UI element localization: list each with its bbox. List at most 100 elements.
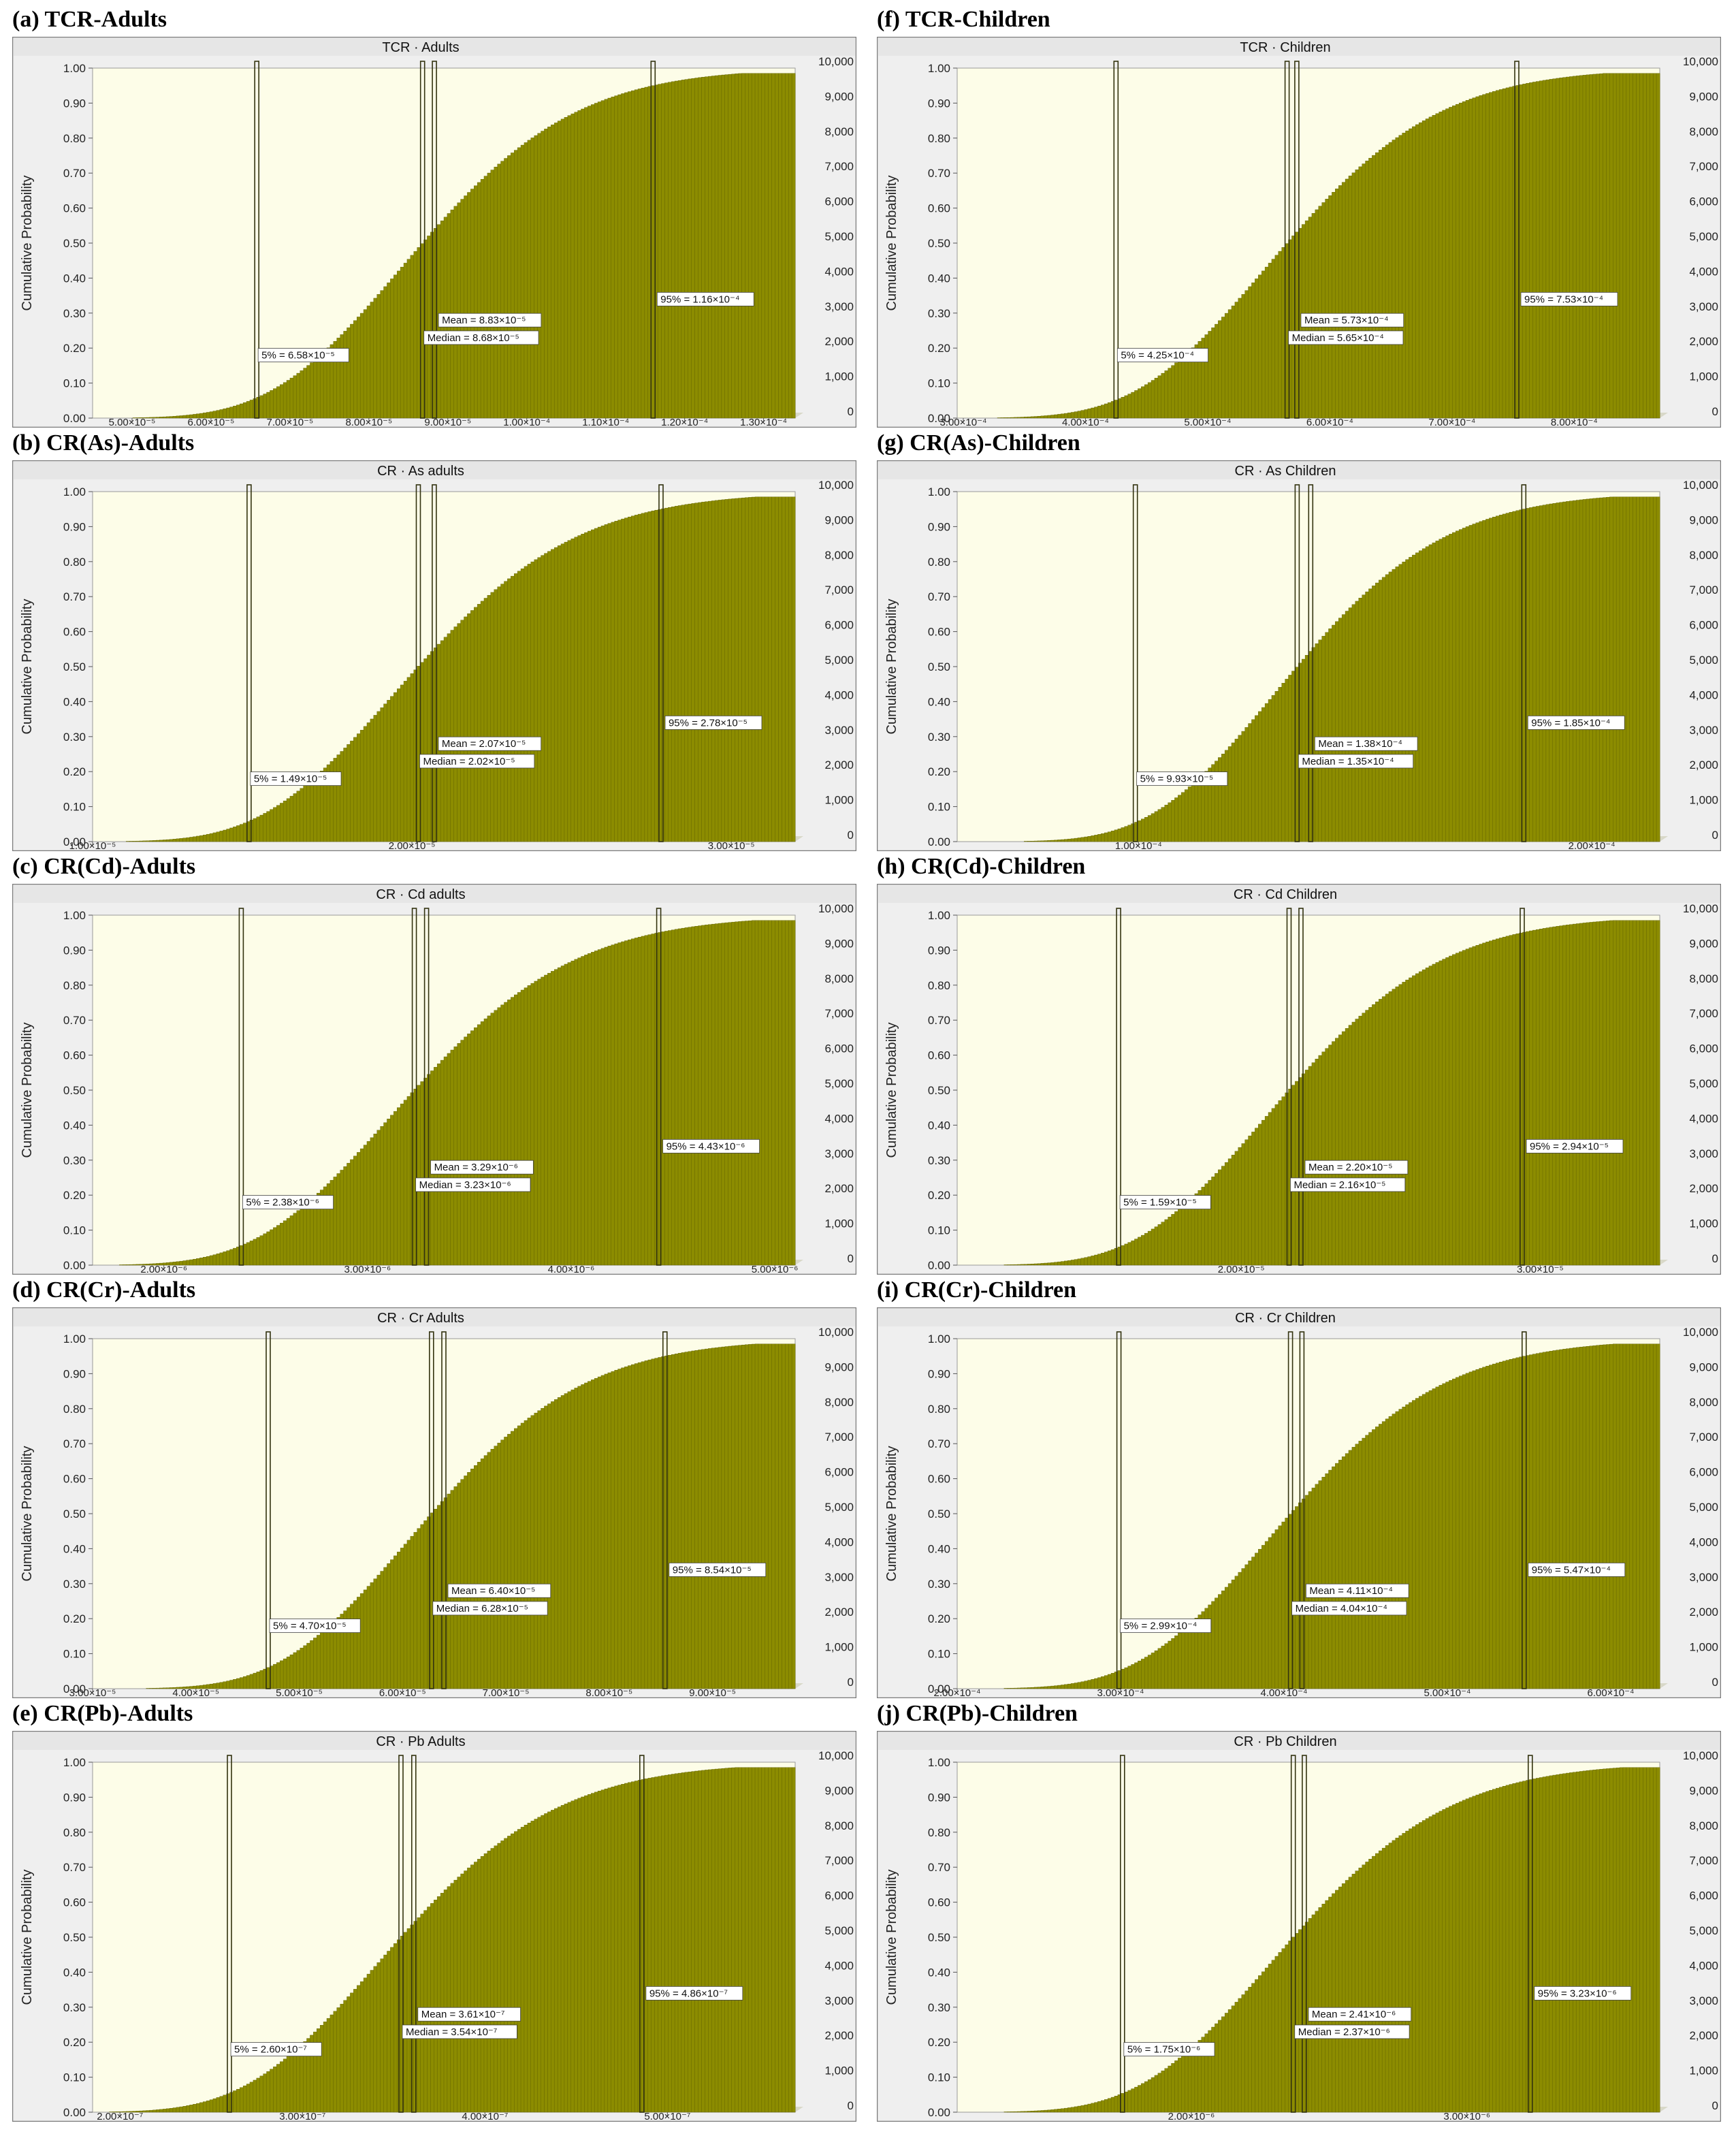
marker-median[interactable] (415, 484, 421, 842)
cumulative-bar (1573, 1772, 1577, 2113)
marker-mean[interactable] (1308, 484, 1314, 842)
cumulative-bar (544, 974, 548, 1266)
cumulative-bar (283, 2058, 287, 2113)
marker-p95[interactable] (1527, 1755, 1533, 2113)
marker-p5[interactable] (246, 484, 252, 842)
y2-tick-label: 0 (1712, 2099, 1718, 2112)
marker-mean[interactable] (1299, 1331, 1305, 1689)
cumulative-bar (574, 112, 578, 419)
marker-median[interactable] (1286, 908, 1292, 1266)
cumulative-bar (1392, 569, 1396, 842)
cumulative-bar (705, 1348, 709, 1689)
cumulative-bar (745, 497, 749, 842)
marker-p5[interactable] (254, 61, 260, 419)
marker-p5[interactable] (266, 1331, 271, 1689)
marker-p5[interactable] (227, 1755, 232, 2113)
cumulative-bar (182, 2106, 187, 2113)
cumulative-bar (420, 662, 424, 842)
y2-tick-label: 2,000 (1689, 1606, 1718, 1619)
marker-median[interactable] (1287, 1331, 1293, 1689)
x-tick-label: 9.00×10⁻⁵ (689, 1687, 736, 1698)
cumulative-bar (333, 1177, 338, 1266)
cumulative-bar (745, 921, 749, 1266)
cumulative-bar (1044, 415, 1048, 419)
y-tick-label: 0.80 (63, 556, 86, 569)
marker-mean[interactable] (1298, 908, 1304, 1266)
marker-median[interactable] (428, 1331, 434, 1689)
cumulative-bar (1174, 362, 1178, 419)
marker-p95[interactable] (1514, 61, 1520, 419)
marker-p5[interactable] (1116, 908, 1121, 1266)
marker-p95[interactable] (658, 484, 664, 842)
cumulative-bar (273, 807, 277, 842)
cumulative-bar (1589, 74, 1594, 419)
cumulative-bar (146, 840, 150, 842)
cumulative-bar (1612, 1768, 1617, 2113)
marker-median[interactable] (398, 1755, 404, 2113)
cumulative-bar (758, 73, 762, 419)
y2-tick-label: 0 (1712, 405, 1718, 418)
marker-mean[interactable] (1294, 61, 1300, 419)
x-tick-label: 5.00×10⁻⁶ (752, 1264, 799, 1275)
marker-median[interactable] (411, 908, 417, 1266)
y-tick-label: 0.20 (928, 2036, 950, 2049)
marker-p95[interactable] (656, 908, 662, 1266)
marker-p5[interactable] (238, 908, 244, 1266)
marker-p5[interactable] (1119, 1755, 1125, 2113)
y-tick-label: 0.50 (928, 1931, 950, 1944)
cumulative-bar (283, 1220, 287, 1266)
marker-median[interactable] (1294, 484, 1300, 842)
cumulative-bar (721, 499, 726, 842)
cumulative-bar (1409, 1828, 1413, 2113)
marker-p5[interactable] (1132, 484, 1138, 842)
y-tick-label: 0.40 (928, 1966, 950, 1979)
cumulative-bar (771, 496, 775, 842)
marker-p95[interactable] (1521, 484, 1527, 842)
label-p5: 5% = 4.25×10⁻⁴ (1121, 350, 1194, 362)
y-tick-label: 0.00 (63, 835, 86, 848)
cumulative-bar (1151, 380, 1155, 419)
cumulative-bar (353, 320, 357, 419)
marker-p95[interactable] (1520, 908, 1525, 1266)
marker-p95[interactable] (662, 1331, 668, 1689)
cumulative-bar (500, 584, 504, 842)
marker-mean[interactable] (1302, 1755, 1307, 2113)
cumulative-bar (1171, 800, 1175, 842)
cumulative-bar (778, 496, 782, 842)
y2-tick-label: 5,000 (824, 1501, 854, 1514)
marker-p5[interactable] (1116, 1331, 1122, 1689)
cumulative-bar (1438, 539, 1443, 842)
marker-mean[interactable] (441, 1331, 447, 1689)
cumulative-bar (1639, 1343, 1643, 1689)
cumulative-bar (236, 825, 240, 842)
marker-p95[interactable] (639, 1755, 645, 2113)
marker-mean[interactable] (432, 484, 437, 842)
marker-mean[interactable] (423, 908, 430, 1266)
cumulative-bar (1629, 1767, 1634, 2113)
cumulative-bar (1542, 505, 1547, 842)
marker-median[interactable] (1290, 1755, 1296, 2113)
cumulative-bar (514, 573, 518, 842)
cumulative-bar (1061, 1685, 1065, 1689)
cumulative-bar (1492, 517, 1496, 842)
cumulative-bar (1208, 1180, 1212, 1266)
cumulative-bar (721, 923, 726, 1266)
cumulative-bar (470, 1468, 475, 1689)
marker-p95[interactable] (650, 61, 656, 419)
x-tick-label: 4.00×10⁻⁶ (548, 1264, 595, 1275)
marker-mean[interactable] (432, 61, 437, 419)
marker-median[interactable] (419, 61, 425, 419)
cumulative-bar (1184, 353, 1189, 419)
cumulative-bar (1141, 386, 1145, 419)
marker-p95[interactable] (1521, 1331, 1527, 1689)
marker-p5[interactable] (1113, 61, 1119, 419)
cumulative-bar (246, 1242, 251, 1266)
marker-median[interactable] (1284, 61, 1290, 419)
cumulative-bar (494, 1845, 498, 2113)
chart-frame: CR · Pb Adults 0.00 0.10 0.20 0.30 0.40 0.50 0.… (12, 1730, 878, 2125)
title-bar (14, 462, 855, 479)
marker-mean[interactable] (411, 1755, 417, 2113)
cumulative-bar (300, 370, 304, 419)
y2-tick-label: 10,000 (818, 1326, 854, 1339)
cumulative-bar (1351, 604, 1356, 842)
